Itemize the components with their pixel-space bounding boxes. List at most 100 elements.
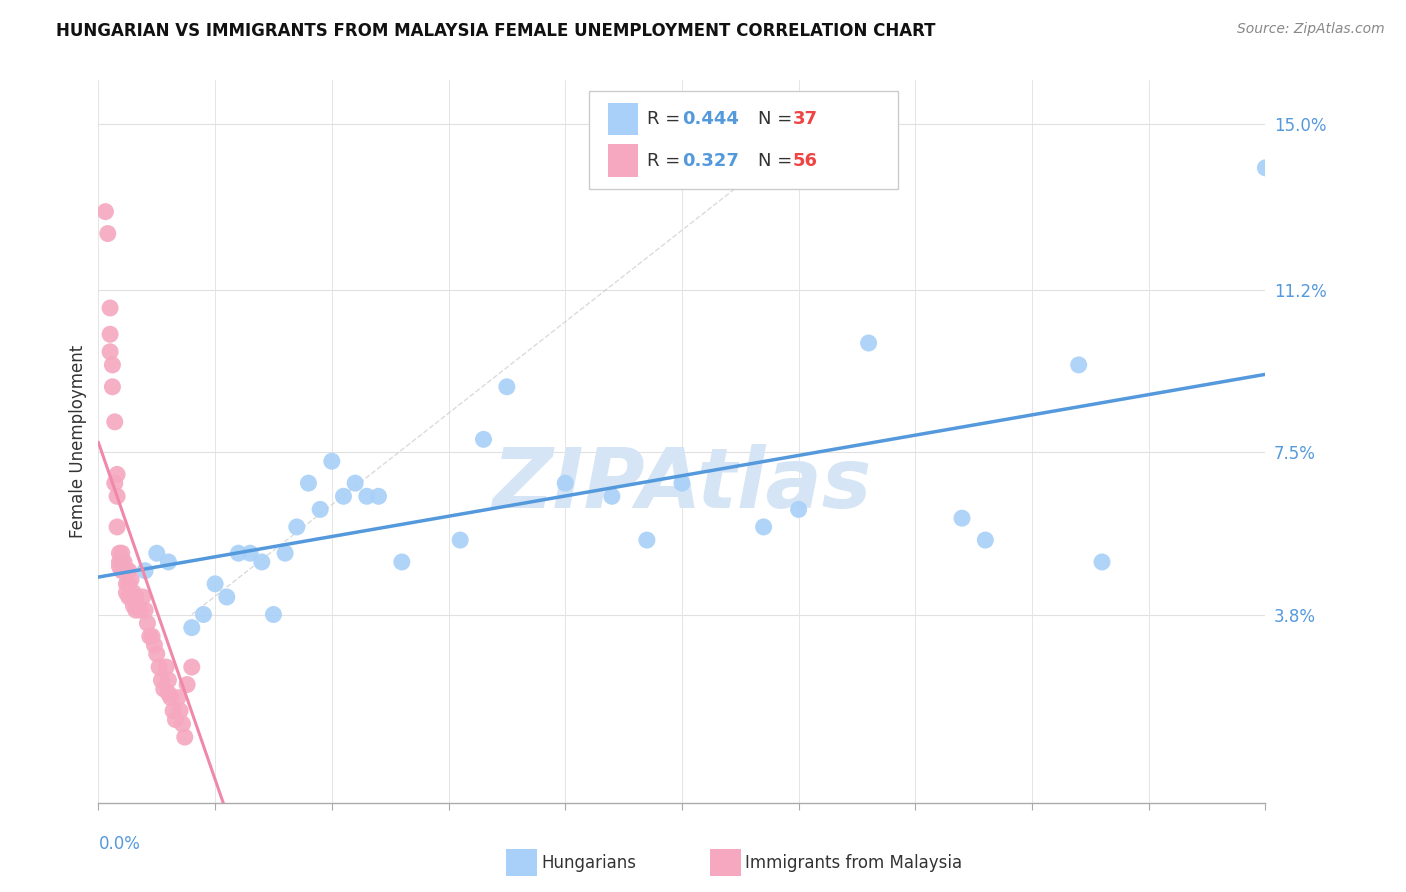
Point: [169, 704, 191, 718]
Point: [215, 590, 238, 604]
Text: 56: 56: [793, 152, 818, 169]
Point: [159, 690, 181, 705]
Point: [449, 533, 471, 547]
Point: [157, 555, 180, 569]
Point: [132, 590, 155, 604]
Point: [125, 603, 148, 617]
Point: [1067, 358, 1090, 372]
Point: [141, 629, 163, 643]
Point: [166, 690, 188, 705]
Point: [111, 546, 134, 560]
Point: [332, 489, 354, 503]
Point: [162, 704, 184, 718]
Point: [600, 489, 623, 503]
Point: [118, 577, 141, 591]
Point: [356, 489, 378, 503]
Point: [105, 489, 128, 503]
Point: [108, 555, 131, 569]
Point: [274, 546, 297, 560]
Point: [636, 533, 658, 547]
Text: R =: R =: [647, 152, 686, 169]
Point: [129, 603, 152, 617]
Point: [671, 476, 693, 491]
Point: [204, 577, 226, 591]
Point: [146, 647, 169, 661]
Point: [172, 717, 194, 731]
Point: [391, 555, 413, 569]
Point: [105, 520, 128, 534]
Point: [554, 476, 576, 491]
Point: [120, 573, 142, 587]
Point: [193, 607, 215, 622]
Text: Immigrants from Malaysia: Immigrants from Malaysia: [745, 854, 962, 871]
Point: [125, 590, 148, 604]
Text: Source: ZipAtlas.com: Source: ZipAtlas.com: [1237, 22, 1385, 37]
Point: [111, 564, 134, 578]
Text: 0.0%: 0.0%: [98, 835, 141, 854]
FancyBboxPatch shape: [609, 145, 637, 177]
Point: [176, 677, 198, 691]
Text: ZIPAtlas: ZIPAtlas: [492, 444, 872, 525]
Point: [143, 638, 166, 652]
Point: [101, 380, 124, 394]
Point: [150, 673, 173, 688]
Point: [146, 546, 169, 560]
Text: 37: 37: [793, 110, 818, 128]
Point: [239, 546, 262, 560]
Point: [262, 607, 284, 622]
Point: [104, 476, 127, 491]
Point: [297, 476, 319, 491]
Point: [94, 204, 117, 219]
Text: N =: N =: [758, 110, 797, 128]
Point: [108, 559, 131, 574]
Text: 0.444: 0.444: [682, 110, 738, 128]
Point: [101, 358, 124, 372]
Point: [98, 327, 121, 342]
Text: HUNGARIAN VS IMMIGRANTS FROM MALAYSIA FEMALE UNEMPLOYMENT CORRELATION CHART: HUNGARIAN VS IMMIGRANTS FROM MALAYSIA FE…: [56, 22, 936, 40]
Point: [496, 380, 519, 394]
Point: [118, 590, 141, 604]
Point: [165, 713, 187, 727]
Text: 0.327: 0.327: [682, 152, 738, 169]
Point: [105, 467, 128, 482]
Point: [122, 585, 145, 599]
Point: [115, 585, 138, 599]
Point: [120, 590, 142, 604]
Point: [134, 603, 156, 617]
FancyBboxPatch shape: [609, 103, 637, 136]
Point: [104, 415, 127, 429]
Point: [787, 502, 810, 516]
Point: [148, 660, 170, 674]
Point: [122, 599, 145, 613]
Point: [950, 511, 973, 525]
Point: [155, 660, 177, 674]
Point: [98, 301, 121, 315]
Point: [344, 476, 367, 491]
Point: [97, 227, 120, 241]
Point: [180, 621, 202, 635]
Point: [321, 454, 343, 468]
Point: [228, 546, 250, 560]
Point: [250, 555, 273, 569]
Point: [974, 533, 997, 547]
Point: [118, 564, 141, 578]
Point: [112, 555, 135, 569]
Point: [1254, 161, 1277, 175]
Point: [157, 673, 180, 688]
FancyBboxPatch shape: [589, 91, 898, 189]
Point: [111, 555, 134, 569]
Point: [472, 433, 495, 447]
Point: [180, 660, 202, 674]
Y-axis label: Female Unemployment: Female Unemployment: [69, 345, 87, 538]
Point: [111, 555, 134, 569]
Point: [98, 344, 121, 359]
Point: [1091, 555, 1114, 569]
Point: [186, 7, 208, 21]
Point: [134, 564, 156, 578]
Point: [367, 489, 389, 503]
Point: [115, 564, 138, 578]
Point: [858, 336, 880, 351]
Text: R =: R =: [647, 110, 686, 128]
Point: [139, 629, 162, 643]
Text: Hungarians: Hungarians: [541, 854, 637, 871]
